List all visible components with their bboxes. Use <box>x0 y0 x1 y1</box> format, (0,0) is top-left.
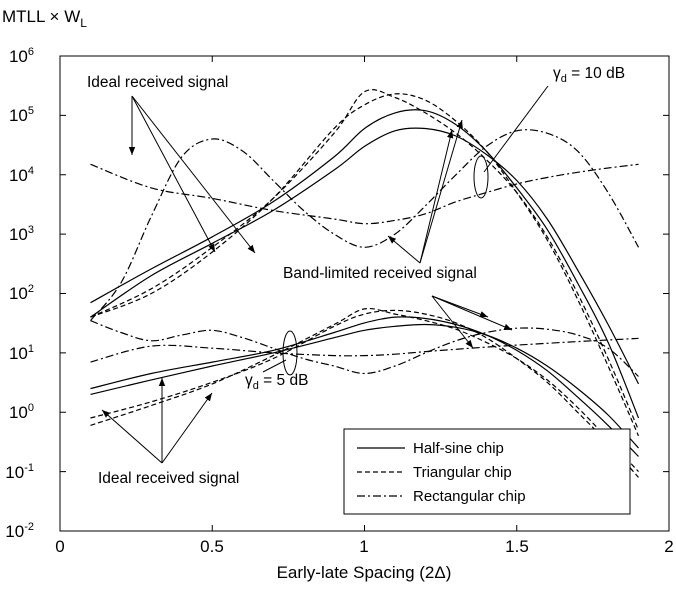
y-tick-1e1: 101 <box>9 343 34 363</box>
annotation-ideal-bottom: Ideal received signal <box>98 470 239 487</box>
series-line-half-sine-ideal-5db <box>90 323 639 449</box>
legend-label-triangular: Triangular chip <box>413 464 512 481</box>
arrow-ideal-bottom-1 <box>101 409 163 464</box>
y-tick-1e3: 103 <box>9 224 34 244</box>
arrow-ideal-bottom-3 <box>161 392 213 464</box>
arrow-ideal-top-2 <box>131 95 216 253</box>
annotation-gamma-10: γd = 10 dB <box>553 65 625 85</box>
x-tick-0.5: 0.5 <box>200 537 224 556</box>
annotation-band-limited: Band-limited received signal <box>283 265 477 282</box>
arrow-band-2 <box>419 129 454 264</box>
series-line-rectangular-band-limited-5db <box>90 320 639 377</box>
series-line-half-sine-ideal-10db <box>90 127 640 385</box>
y-tick-1e-1: 10-1 <box>5 462 34 482</box>
series-line-rectangular-ideal-10db <box>90 163 639 225</box>
x-axis-label: Early-late Spacing (2Δ) <box>277 563 452 582</box>
y-tick-1e5: 105 <box>9 105 34 125</box>
gamma-10-leader <box>483 85 549 173</box>
y-tick-1e0: 100 <box>9 402 34 422</box>
series-line-rectangular-ideal-5db <box>90 337 639 363</box>
y-axis-label: MTLL × WL <box>2 7 87 30</box>
y-tick-1e2: 102 <box>9 283 34 303</box>
x-tick-2: 2 <box>664 537 673 556</box>
gamma-5-ellipse <box>282 330 298 376</box>
annotation-gamma-5: γd = 5 dB <box>245 372 308 392</box>
x-tick-1.5: 1.5 <box>505 537 529 556</box>
arrow-band-1 <box>387 235 421 264</box>
series-line-rectangular-band-limited-10db <box>90 129 640 321</box>
arrow-band-3 <box>419 119 463 264</box>
series-line-triangular-band-limited-5db <box>90 309 639 478</box>
arrow-right-3 <box>431 295 513 331</box>
legend-label-half-sine: Half-sine chip <box>413 440 504 457</box>
axis-ticks <box>59 55 670 532</box>
data-series <box>90 89 640 478</box>
series-line-half-sine-band-limited-10db <box>90 109 640 419</box>
y-tick-1e6: 106 <box>9 46 34 66</box>
series-line-triangular-ideal-10db <box>90 89 640 431</box>
x-tick-labels: 0 0.5 1 1.5 2 <box>55 537 673 556</box>
y-tick-labels: 10-2 10-1 100 101 102 103 104 105 106 <box>5 46 34 541</box>
series-line-half-sine-band-limited-5db <box>90 316 639 457</box>
gamma-10-ellipse <box>473 155 489 199</box>
arrow-ideal-top-3 <box>131 95 256 254</box>
legend-label-rectangular: Rectangular chip <box>413 488 526 505</box>
x-tick-1: 1 <box>359 537 368 556</box>
series-line-triangular-band-limited-10db <box>90 93 640 437</box>
legend: Half-sine chip Triangular chip Rectangul… <box>343 428 631 515</box>
annotations: Ideal received signal Band-limited recei… <box>87 65 625 487</box>
arrow-right-2 <box>431 295 474 349</box>
x-tick-0: 0 <box>55 537 64 556</box>
y-tick-1e4: 104 <box>9 165 34 185</box>
series-line-triangular-ideal-5db <box>90 307 639 473</box>
annotation-ideal-top: Ideal received signal <box>87 74 228 91</box>
y-tick-1e-2: 10-2 <box>5 521 34 541</box>
gamma-5-leader <box>262 359 287 373</box>
